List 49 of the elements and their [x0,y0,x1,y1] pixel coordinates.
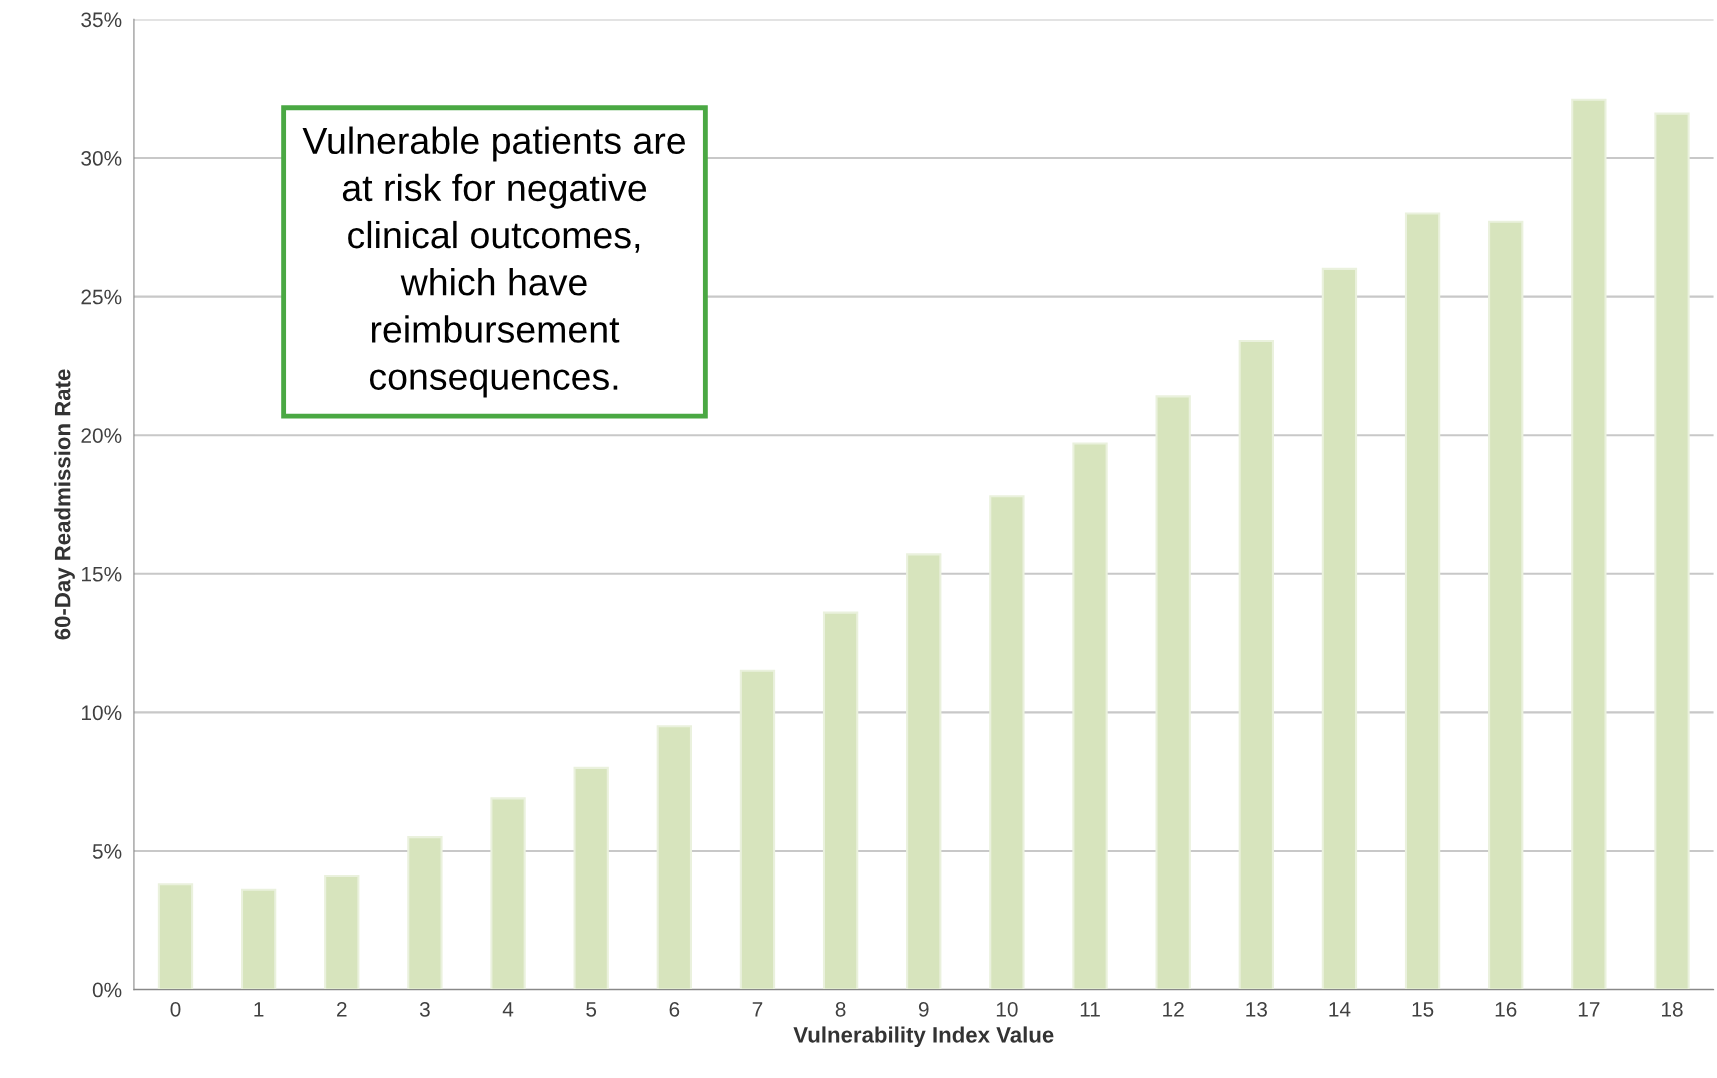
x-tick-label: 3 [419,1001,430,1017]
x-tick-label: 9 [918,1001,929,1017]
bar [1404,212,1441,990]
bar [157,883,194,990]
bar [1238,339,1274,990]
y-tick-label: 25% [81,289,122,305]
bar [1488,220,1524,990]
y-tick-label: 30% [81,151,122,166]
bar [822,611,859,990]
y-tick-label: 10% [82,705,122,721]
x-tick-label: 17 [1578,1002,1600,1017]
x-axis-title: Vulnerability Index Value [793,1026,1054,1048]
y-axis-title: 60-Day Readmission Rate [54,369,75,640]
bar [407,836,443,990]
x-tick-label: 12 [1163,1001,1184,1017]
y-tick-label: 15% [82,566,122,582]
bar [906,553,942,990]
x-tick-label: 18 [1662,1001,1683,1017]
y-tick-label: 35% [81,12,122,28]
bar [1571,98,1607,990]
x-tick-label: 6 [669,1001,680,1017]
x-tick-label: 4 [502,1002,514,1017]
y-tick-label: 0% [92,982,122,998]
bar [656,725,692,990]
x-tick-label: 11 [1080,1002,1100,1017]
bar [989,495,1025,990]
x-tick-label: 7 [752,1002,763,1017]
bar [739,669,776,990]
x-tick-label: 10 [996,1001,1018,1017]
x-tick-label: 15 [1412,1002,1434,1017]
y-tick-label: 5% [92,844,122,859]
bar [1321,267,1358,990]
x-tick-label: 2 [337,1001,347,1017]
bar [573,766,609,990]
bar [1072,442,1108,990]
x-tick-label: 0 [170,1001,181,1017]
bar [324,874,360,990]
bar [1654,112,1690,990]
annotation: Vulnerable patients are at risk for negative clinical outcomes, which have reimbursement consequences. [302,126,685,398]
x-tick-label: 13 [1246,1001,1267,1017]
x-tick-label: 14 [1329,1002,1351,1017]
y-tick-label: 20% [81,428,122,443]
x-tick-label: 8 [835,1001,846,1017]
x-tick-label: 16 [1495,1001,1517,1017]
bar [240,888,277,990]
bar [490,797,526,990]
x-tick-label: 1 [254,1002,264,1017]
bar [1155,395,1191,990]
x-tick-label: 5 [586,1002,597,1017]
